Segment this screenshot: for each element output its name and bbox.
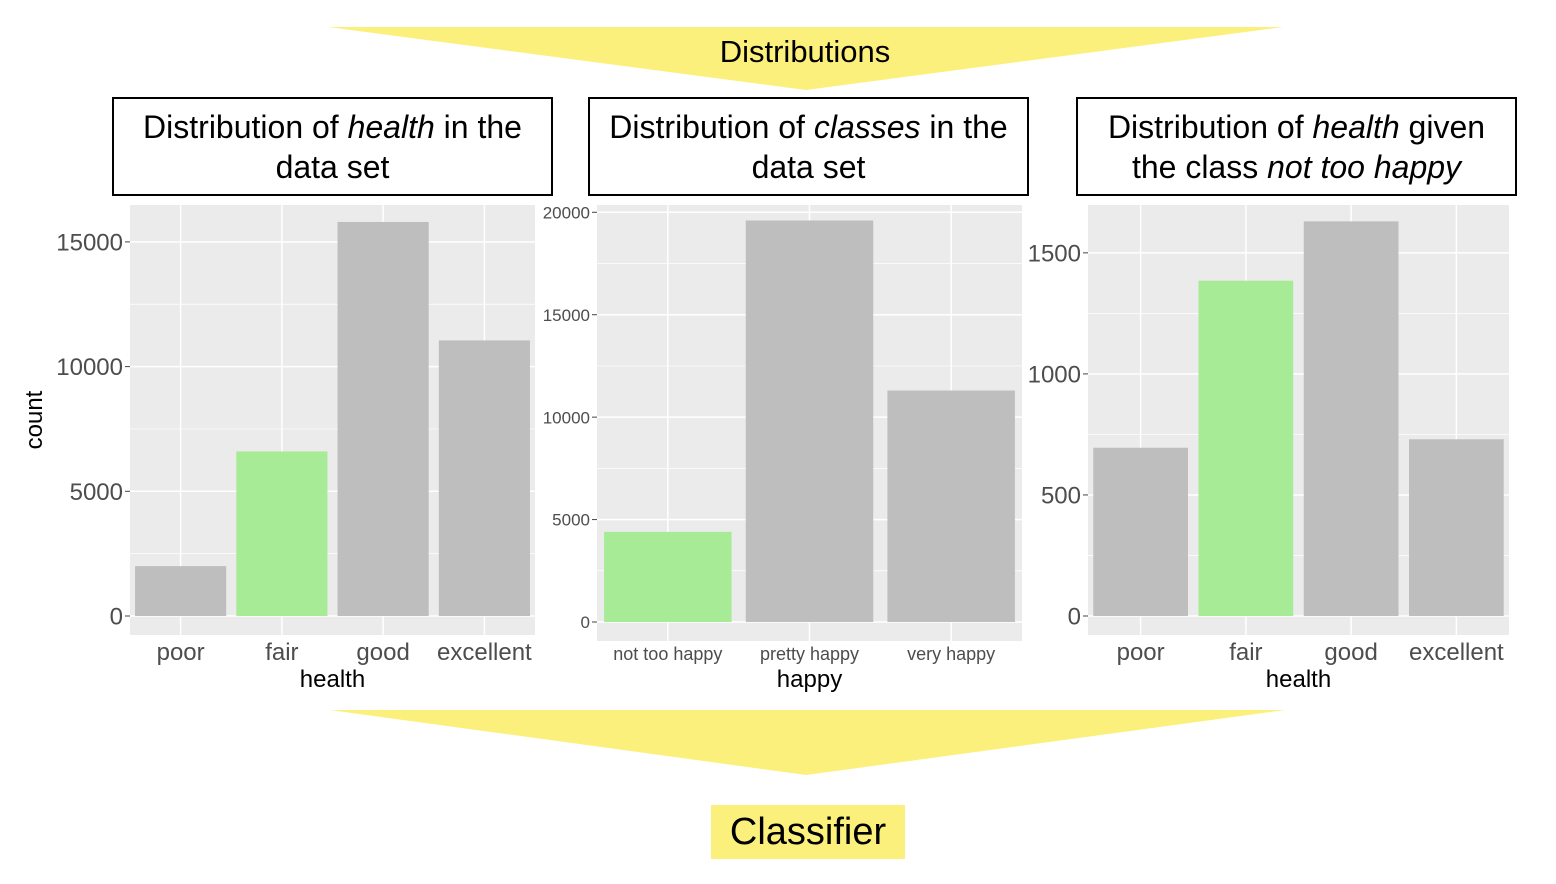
classifier-label: Classifier xyxy=(711,805,905,859)
bar-health-given-class-fair xyxy=(1198,280,1294,616)
x-tick-label-health-given-class-0: poor xyxy=(1117,639,1165,666)
bar-health-given-class-poor xyxy=(1093,447,1188,616)
y-tick-label-classes-0: 0 xyxy=(581,613,590,632)
bar-health-given-class-excellent xyxy=(1409,439,1504,616)
panel-title-health: Distribution of health in the data set xyxy=(112,97,553,196)
panel-title-classes: Distribution of classes in the data set xyxy=(588,97,1029,196)
y-tick-label-health-given-class-1: 500 xyxy=(1041,483,1081,510)
x-axis-label-health-given-class: health xyxy=(1266,666,1331,693)
y-tick-label-health-given-class-3: 1500 xyxy=(1028,240,1081,267)
x-axis-label-health: health xyxy=(300,666,365,693)
y-tick-label-health-0: 0 xyxy=(110,604,123,631)
y-tick-label-health-given-class-0: 0 xyxy=(1068,604,1081,631)
y-tick-label-health-2: 10000 xyxy=(56,354,123,381)
y-tick-label-health-1: 5000 xyxy=(70,479,123,506)
y-axis-label-health: count xyxy=(21,390,48,449)
panel-title-health-given-class: Distribution of health given the class n… xyxy=(1076,97,1517,196)
bar-classes-pretty-happy xyxy=(745,220,874,622)
y-tick-label-classes-4: 20000 xyxy=(543,203,590,222)
bar-health-fair xyxy=(236,451,328,616)
y-tick-label-classes-2: 10000 xyxy=(543,408,590,427)
distributions-label: Distributions xyxy=(719,34,891,69)
x-tick-label-classes-1: pretty happy xyxy=(760,644,859,664)
y-tick-label-health-given-class-2: 1000 xyxy=(1028,362,1081,389)
bar-health-excellent xyxy=(438,340,530,616)
x-tick-label-health-1: fair xyxy=(265,639,298,666)
bar-health-given-class-good xyxy=(1303,221,1399,617)
x-tick-label-health-given-class-3: excellent xyxy=(1409,639,1504,666)
x-tick-label-classes-0: not too happy xyxy=(613,644,722,664)
x-tick-label-health-3: excellent xyxy=(437,639,532,666)
top-funnel-arrow xyxy=(328,27,1283,90)
bar-classes-not-too-happy xyxy=(604,531,732,622)
x-tick-label-health-given-class-1: fair xyxy=(1229,639,1262,666)
y-tick-label-classes-3: 15000 xyxy=(543,306,590,325)
x-tick-label-health-0: poor xyxy=(157,639,205,666)
y-tick-label-health-3: 15000 xyxy=(56,230,123,257)
bottom-funnel-arrow xyxy=(330,710,1285,775)
x-axis-label-classes: happy xyxy=(777,666,842,693)
y-tick-label-classes-1: 5000 xyxy=(552,511,590,530)
bar-health-good xyxy=(337,221,429,616)
x-tick-label-classes-2: very happy xyxy=(907,644,995,664)
x-tick-label-health-given-class-2: good xyxy=(1324,639,1377,666)
bar-health-poor xyxy=(135,566,227,616)
x-tick-label-health-2: good xyxy=(356,639,409,666)
bar-classes-very-happy xyxy=(887,390,1015,622)
